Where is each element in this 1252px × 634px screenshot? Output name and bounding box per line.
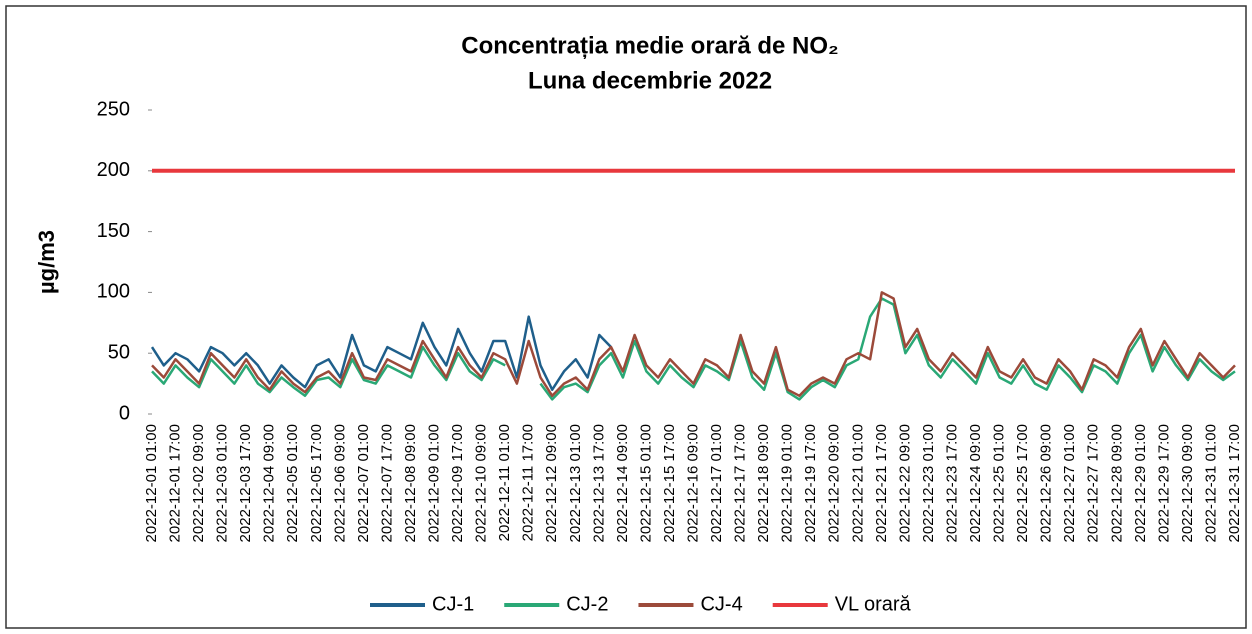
x-tick-label: 2022-12-08 09:00 bbox=[402, 424, 419, 542]
data-line bbox=[151, 291, 1236, 398]
y-axis-label: µg/m3 bbox=[34, 230, 59, 294]
x-tick-label: 2022-12-05 01:00 bbox=[284, 424, 301, 542]
x-tick-label: 2022-12-23 17:00 bbox=[943, 424, 960, 542]
x-tick-label: 2022-12-27 01:00 bbox=[1061, 424, 1078, 542]
x-tick-label: 2022-12-21 17:00 bbox=[873, 424, 890, 542]
x-tick-label: 2022-12-01 01:00 bbox=[143, 424, 160, 542]
x-tick-label: 2022-12-03 17:00 bbox=[237, 424, 254, 542]
legend-label: CJ-2 bbox=[566, 593, 608, 615]
x-tick-label: 2022-12-15 17:00 bbox=[661, 424, 678, 542]
x-tick-label: 2022-12-10 09:00 bbox=[473, 424, 490, 542]
data-line bbox=[151, 297, 1236, 401]
x-tick-label: 2022-12-15 01:00 bbox=[637, 424, 654, 542]
data-line bbox=[150, 315, 612, 391]
x-tick-label: 2022-12-25 17:00 bbox=[1014, 424, 1031, 542]
x-tick-label: 2022-12-12 09:00 bbox=[543, 424, 560, 542]
x-tick-label: 2022-12-22 09:00 bbox=[896, 424, 913, 542]
x-tick-label: 2022-12-29 01:00 bbox=[1132, 424, 1149, 542]
x-tick-label: 2022-12-06 09:00 bbox=[331, 424, 348, 542]
x-tick-label: 2022-12-23 01:00 bbox=[920, 424, 937, 542]
chart-subtitle: Luna decembrie 2022 bbox=[528, 67, 772, 94]
legend-label: CJ-1 bbox=[432, 593, 474, 615]
y-tick-label: 150 bbox=[97, 220, 130, 242]
x-tick-label: 2022-12-31 17:00 bbox=[1226, 424, 1243, 542]
y-tick-label: 0 bbox=[119, 402, 130, 424]
x-tick-label: 2022-12-25 01:00 bbox=[991, 424, 1008, 542]
x-tick-label: 2022-12-01 17:00 bbox=[167, 424, 184, 542]
y-tick-label: 250 bbox=[97, 98, 130, 120]
chart-title: Concentrația medie orară de NO₂ bbox=[461, 32, 838, 59]
legend-label: CJ-4 bbox=[700, 593, 742, 615]
x-tick-label: 2022-12-02 09:00 bbox=[190, 424, 207, 542]
x-tick-label: 2022-12-28 09:00 bbox=[1108, 424, 1125, 542]
x-tick-label: 2022-12-30 09:00 bbox=[1179, 424, 1196, 542]
x-tick-label: 2022-12-14 09:00 bbox=[614, 424, 631, 542]
chart-frame bbox=[5, 5, 1247, 629]
legend-label: VL orară bbox=[835, 593, 912, 615]
x-tick-label: 2022-12-04 09:00 bbox=[261, 424, 278, 542]
x-tick-label: 2022-12-09 17:00 bbox=[449, 424, 466, 542]
x-tick-label: 2022-12-19 01:00 bbox=[779, 424, 796, 542]
x-tick-label: 2022-12-11 01:00 bbox=[496, 424, 513, 541]
x-tick-label: 2022-12-07 01:00 bbox=[355, 424, 372, 542]
x-tick-label: 2022-12-11 17:00 bbox=[520, 424, 537, 541]
x-tick-label: 2022-12-29 17:00 bbox=[1155, 424, 1172, 542]
x-tick-label: 2022-12-24 09:00 bbox=[967, 424, 984, 542]
x-tick-label: 2022-12-20 09:00 bbox=[826, 424, 843, 542]
x-tick-label: 2022-12-21 01:00 bbox=[849, 424, 866, 542]
x-tick-label: 2022-12-13 01:00 bbox=[567, 424, 584, 542]
x-tick-label: 2022-12-09 01:00 bbox=[425, 424, 442, 542]
x-tick-label: 2022-12-16 09:00 bbox=[684, 424, 701, 542]
x-tick-label: 2022-12-03 01:00 bbox=[214, 424, 231, 542]
x-tick-label: 2022-12-31 01:00 bbox=[1202, 424, 1219, 542]
y-tick-label: 50 bbox=[108, 341, 130, 363]
x-tick-label: 2022-12-17 01:00 bbox=[708, 424, 725, 542]
x-tick-label: 2022-12-05 17:00 bbox=[308, 424, 325, 542]
x-tick-label: 2022-12-17 17:00 bbox=[732, 424, 749, 542]
x-tick-label: 2022-12-26 09:00 bbox=[1038, 424, 1055, 542]
x-tick-label: 2022-12-19 17:00 bbox=[802, 424, 819, 542]
y-tick-label: 100 bbox=[97, 281, 130, 303]
x-tick-label: 2022-12-27 17:00 bbox=[1085, 424, 1102, 542]
x-tick-label: 2022-12-07 17:00 bbox=[378, 424, 395, 542]
x-tick-label: 2022-12-13 17:00 bbox=[590, 424, 607, 542]
y-tick-label: 200 bbox=[97, 159, 130, 181]
x-tick-label: 2022-12-18 09:00 bbox=[755, 424, 772, 542]
